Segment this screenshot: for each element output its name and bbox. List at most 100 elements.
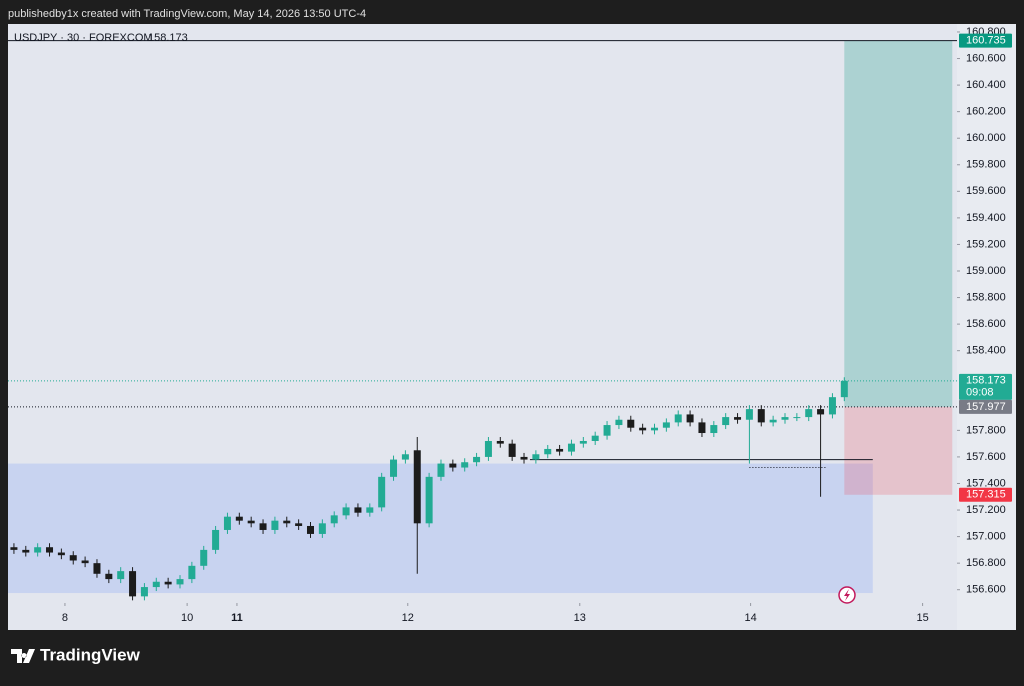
candle-body [745,409,753,420]
candle-body [164,581,172,585]
candle-body [496,440,504,444]
candle-body [223,516,231,530]
candle-body [93,563,101,574]
y-tick-label: 159.400 [966,212,1006,224]
y-tick-label: 157.800 [966,424,1006,436]
candle-body [449,463,457,468]
x-tick-label: 13 [574,612,586,624]
candle-body [473,456,481,463]
y-tick-label: 157.000 [966,531,1006,543]
candle-body [10,547,18,550]
y-tick-label: 159.000 [966,265,1006,277]
target-zone [844,40,953,407]
candle-body [188,565,196,580]
y-tick-label: 157.200 [966,504,1006,516]
stop-label: 157.315 [966,489,1006,501]
candle-body [354,507,362,513]
y-tick-label: 158.600 [966,318,1006,330]
x-tick-label: 10 [181,612,193,624]
candle-body [769,419,777,423]
candle-body [152,581,160,588]
candle-body [46,547,54,553]
candle-body [698,422,706,434]
y-tick-label: 159.600 [966,185,1006,197]
candle-body [591,435,599,441]
candle-body [212,529,220,550]
candle-body [805,409,813,418]
candle-body [793,417,801,419]
y-tick-label: 157.400 [966,477,1006,489]
candle-body [520,456,528,460]
candle-body [34,547,42,553]
y-tick-label: 159.200 [966,238,1006,250]
candle-body [722,417,730,426]
header: publishedby1x created with TradingView.c… [8,8,366,20]
price-label: 158.173 [966,375,1006,387]
y-tick-label: 160.600 [966,52,1006,64]
candle-body [57,552,65,556]
candle-body [330,515,338,524]
candle-body [828,397,836,415]
candle-body [200,549,208,566]
x-tick-label: 12 [402,612,414,624]
candle-body [247,520,255,524]
candle-body [556,448,564,452]
stop-zone [844,406,953,495]
candle-body [259,523,267,530]
footer-logo: TradingView [11,645,141,664]
target-label: 160.735 [966,35,1006,47]
candle-body [413,450,421,524]
countdown: 09:08 [966,387,994,399]
x-tick-label: 15 [916,612,928,624]
y-tick-label: 156.600 [966,584,1006,596]
candle-body [283,520,291,524]
y-tick-label: 160.000 [966,132,1006,144]
y-tick-label: 160.800 [966,26,1006,38]
candle-body [235,516,243,521]
candle-body [651,427,659,431]
candle-body [342,507,350,516]
candle-body [603,425,611,436]
candle-body [757,409,765,423]
candle-body [817,409,825,415]
y-tick-label: 160.200 [966,106,1006,118]
x-tick-label: 8 [62,612,68,624]
candle-body [544,448,552,455]
footer-logo-text: TradingView [40,645,141,664]
candle-body [401,454,409,460]
y-tick-label: 158.800 [966,291,1006,303]
candle-body [567,443,575,452]
candle-body [532,454,540,460]
candle-body [734,417,742,420]
plot: 156.600 156.800 157.000 157.200 157.400 157.6… [8,26,1006,624]
x-tick-label: 11 [231,612,243,624]
candle-body [662,422,670,428]
candle-body [627,419,635,428]
y-tick-label: 159.800 [966,159,1006,171]
candle-body [840,380,848,398]
candle-body [461,462,469,468]
candle-body [306,525,314,534]
target-label-bg [959,33,1012,48]
entry-label-bg [959,399,1012,414]
price-axis [957,24,1016,630]
candle-body [271,520,279,530]
candle-body [674,414,682,423]
candle-body [425,476,433,524]
y-tick-label: 157.600 [966,451,1006,463]
price-label-bg [959,373,1012,400]
last-price: 158.173 [148,32,188,44]
candle-body [508,443,516,457]
candle-body [81,560,89,564]
stop-label-bg [959,487,1012,502]
candle-body [22,549,30,553]
x-tick-label: 14 [744,612,756,624]
candle-body [579,440,587,444]
candle-body [129,571,137,597]
candle-body [437,463,445,477]
y-tick-label: 160.400 [966,79,1006,91]
candle-body [176,579,184,585]
candle-body [390,459,398,477]
